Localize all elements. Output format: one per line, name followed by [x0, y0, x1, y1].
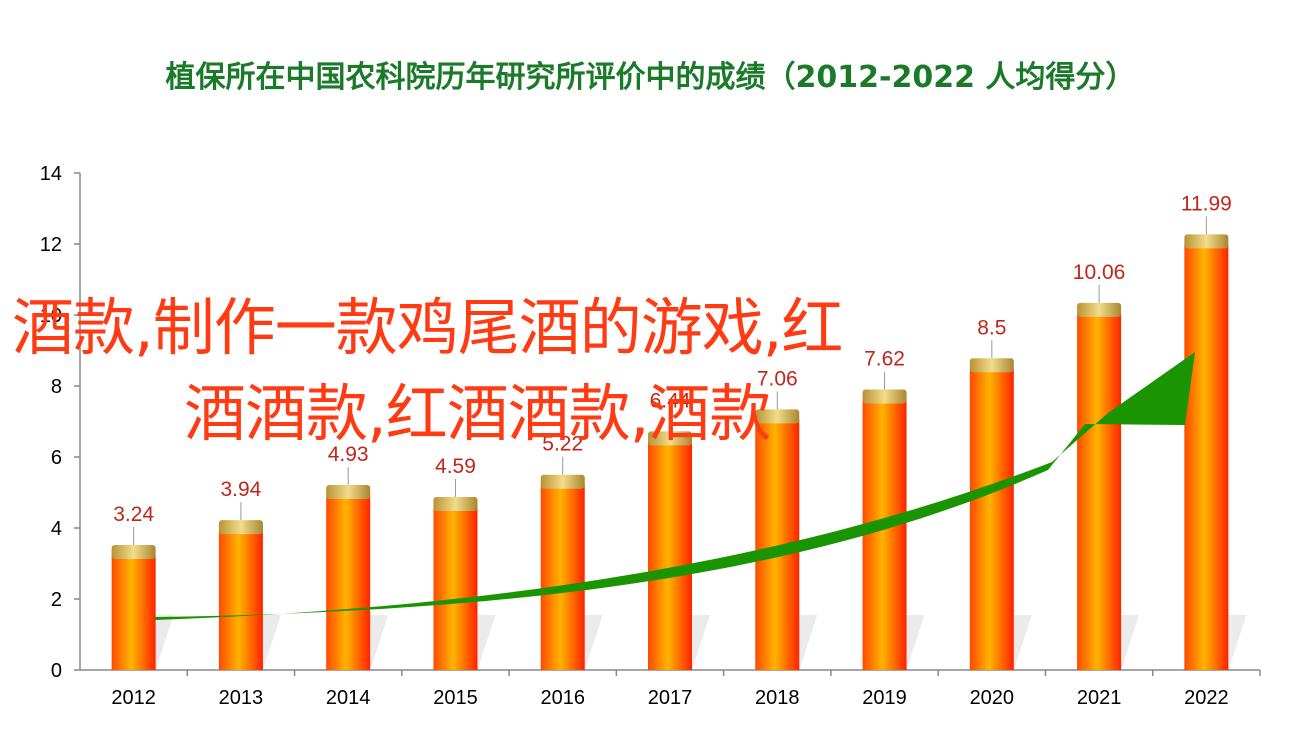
y-tick-label: 14 [40, 163, 62, 185]
x-tick-label: 2017 [648, 687, 693, 709]
chart-title: 植保所在中国农科院历年研究所评价中的成绩（2012-2022 人均得分） [165, 60, 1136, 95]
bar-cap [648, 431, 692, 446]
bar [433, 507, 478, 670]
bar [111, 554, 156, 670]
data-label: 7.62 [864, 347, 905, 370]
x-tick-label: 2018 [755, 687, 800, 709]
bar-cap [326, 484, 371, 499]
x-tick-label: 2019 [862, 687, 907, 709]
x-tick-label: 2020 [970, 687, 1015, 709]
y-tick-label: 0 [51, 660, 62, 682]
data-label: 8.5 [977, 316, 1006, 339]
bar-cap [755, 409, 800, 424]
data-label: 5.22 [542, 433, 583, 456]
bar-cap [540, 474, 585, 489]
bar [540, 484, 585, 670]
bar [326, 494, 371, 670]
bar [969, 368, 1014, 670]
data-label: 4.93 [328, 443, 369, 466]
data-label: 4.59 [435, 455, 476, 478]
bar-cap [218, 520, 263, 535]
data-label: 7.06 [757, 367, 798, 390]
x-tick-label: 2015 [433, 687, 478, 709]
bar [218, 530, 263, 670]
y-tick-label: 8 [51, 376, 62, 398]
bar [1077, 312, 1122, 670]
trend-arrow [155, 352, 1195, 620]
overlay-line-1: 酒款,制作一款鸡尾酒的游戏,红 [12, 291, 843, 364]
data-label: 6.44 [650, 389, 691, 412]
x-tick-label: 2014 [326, 687, 371, 709]
bar-cap [969, 358, 1014, 373]
y-tick-label: 10 [40, 305, 62, 327]
bar-cap [862, 389, 907, 404]
y-tick-label: 2 [51, 589, 62, 611]
overlay-text: 酒款,制作一款鸡尾酒的游戏,红 酒酒款,红酒酒款,酒款 [12, 285, 1292, 457]
bar-cap [433, 497, 478, 512]
x-tick-label: 2022 [1184, 687, 1229, 709]
x-tick-label: 2016 [540, 687, 585, 709]
bar [862, 399, 907, 670]
data-label: 3.24 [113, 503, 154, 526]
bar [1184, 244, 1229, 671]
bar-cap [111, 544, 156, 559]
bar-cap [1184, 234, 1229, 249]
data-label: 3.94 [220, 478, 261, 501]
y-tick-label: 6 [51, 447, 62, 469]
bar [648, 441, 692, 670]
bar-cap [1077, 302, 1122, 317]
y-tick-label: 4 [51, 518, 62, 540]
data-label: 10.06 [1073, 261, 1126, 284]
y-tick-label: 12 [40, 234, 62, 256]
data-label: 11.99 [1181, 192, 1232, 215]
x-tick-label: 2012 [111, 687, 156, 709]
x-tick-label: 2013 [219, 687, 264, 709]
overlay-line-2: 酒酒款,红酒酒款,酒款 [184, 377, 771, 450]
x-tick-label: 2021 [1077, 687, 1122, 709]
